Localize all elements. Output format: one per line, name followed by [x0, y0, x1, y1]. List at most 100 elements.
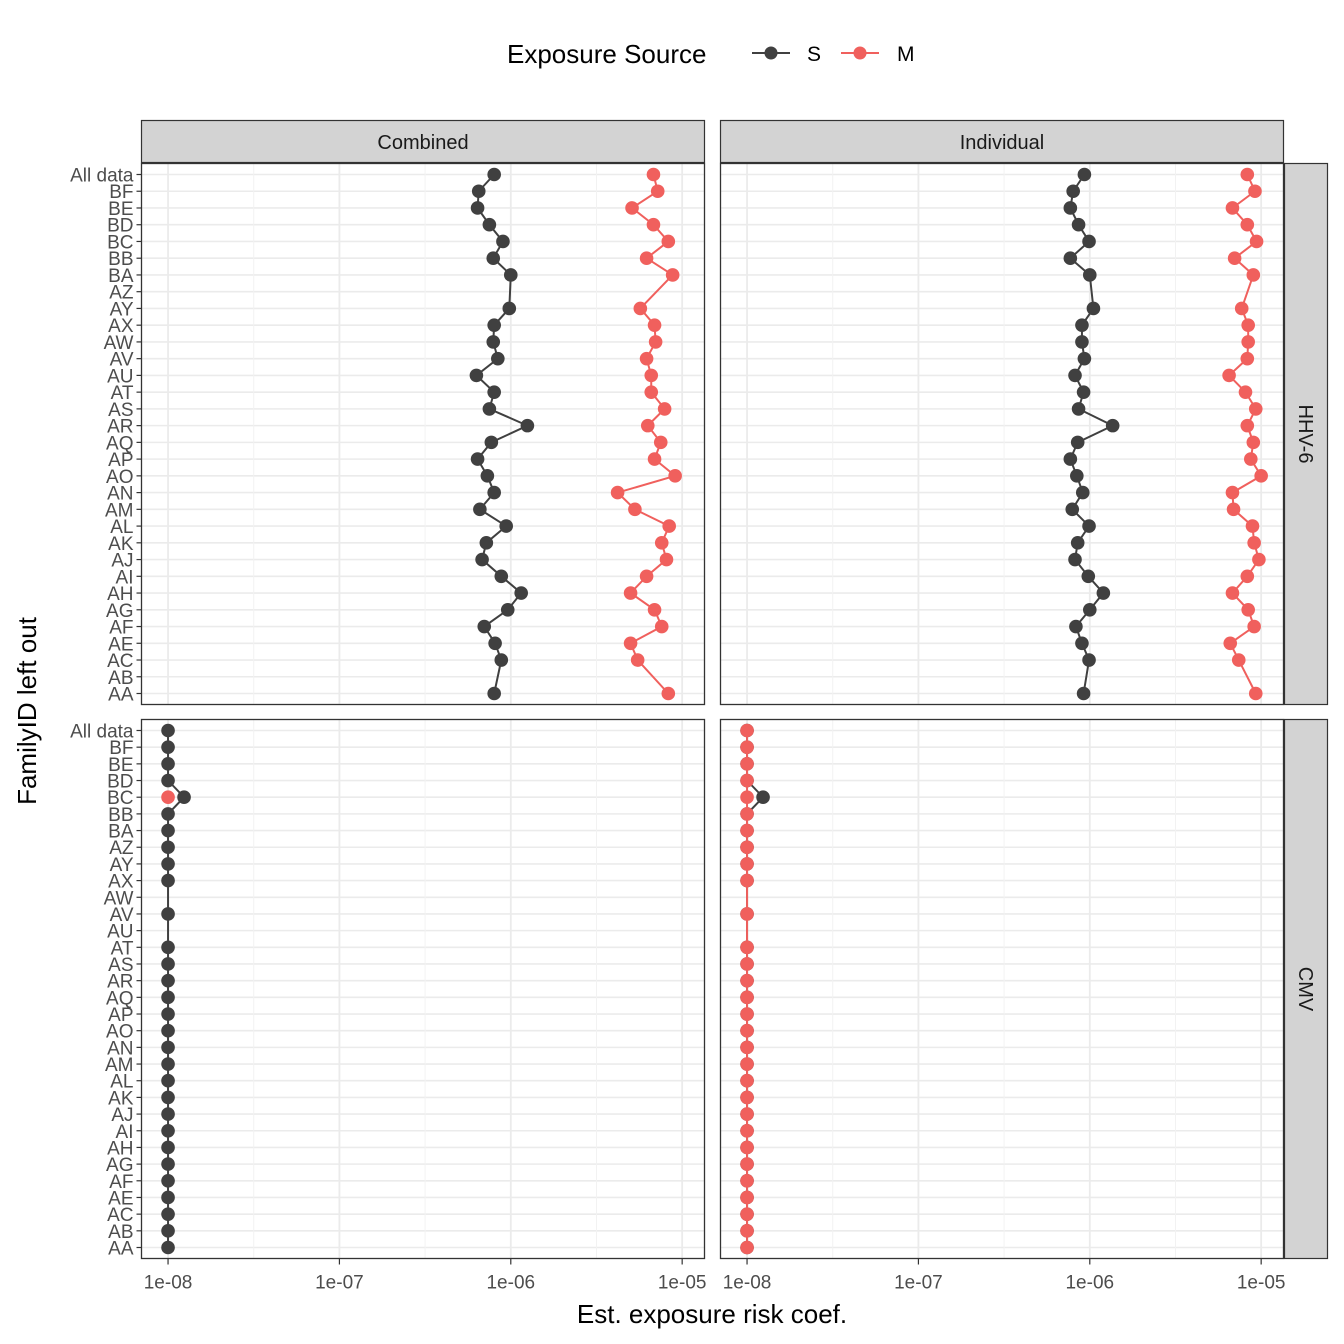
data-point-m	[161, 790, 175, 805]
series-s	[469, 167, 535, 701]
panel-border	[719, 162, 1285, 706]
data-point-m	[1238, 385, 1253, 399]
data-point-s	[1082, 653, 1096, 667]
data-point-m	[740, 957, 754, 971]
series-m	[161, 790, 175, 805]
data-point-s	[1075, 318, 1089, 332]
data-point-s	[487, 318, 501, 332]
data-point-s	[499, 519, 513, 533]
data-point-s	[503, 268, 518, 282]
x-tick-label: 1e-05	[658, 1273, 707, 1294]
data-point-m	[659, 552, 674, 567]
data-point-s	[469, 368, 484, 383]
strip-label-combined: Combined	[377, 132, 468, 154]
data-point-s	[477, 619, 492, 634]
data-point-s	[480, 469, 495, 483]
data-point-m	[647, 318, 662, 332]
data-point-s	[161, 1140, 175, 1155]
data-point-s	[496, 234, 510, 249]
data-point-s	[161, 1107, 175, 1121]
x-tick-label: 1e-05	[1237, 1273, 1286, 1294]
y-tick-label: BB	[108, 805, 133, 826]
strip-label-individual: Individual	[960, 132, 1045, 154]
y-tick-label: BB	[108, 249, 133, 270]
data-point-m	[740, 973, 754, 988]
data-point-s	[1077, 351, 1092, 366]
data-point-s	[161, 1040, 175, 1055]
data-point-m	[1246, 435, 1261, 450]
y-tick-label: AG	[106, 601, 133, 622]
strip-label-hhv6: HHV-6	[1294, 405, 1316, 464]
data-point-s	[487, 167, 501, 182]
y-tick-label: AQ	[106, 433, 133, 454]
data-point-s	[161, 723, 175, 738]
data-point-s	[482, 402, 497, 416]
data-point-s	[161, 1057, 175, 1071]
data-point-m	[1247, 536, 1261, 550]
data-point-m	[639, 351, 654, 366]
legend-title: Exposure Source	[507, 39, 706, 69]
y-tick-label: AR	[107, 972, 133, 993]
data-point-m	[1248, 184, 1262, 199]
y-tick-label: AO	[106, 1022, 133, 1043]
x-tick-label: 1e-07	[894, 1273, 943, 1294]
y-tick-label: AK	[108, 534, 134, 555]
y-tick-label: AY	[110, 299, 134, 320]
data-point-s	[484, 435, 499, 450]
data-point-m	[1241, 318, 1255, 332]
y-tick-label: BF	[109, 182, 133, 203]
data-point-s	[470, 201, 485, 215]
data-point-m	[1223, 636, 1238, 651]
y-tick-label: AV	[110, 905, 134, 926]
data-point-s	[1063, 251, 1078, 266]
y-tick-label: AY	[110, 855, 134, 876]
data-point-s	[1068, 368, 1082, 383]
y-tick-label: BD	[107, 772, 133, 793]
data-point-m	[640, 418, 655, 433]
data-point-m	[1252, 552, 1266, 567]
y-tick-label: AJ	[111, 551, 133, 572]
data-point-m	[1225, 586, 1240, 600]
x-tick-label: 1e-06	[486, 1273, 535, 1294]
data-point-m	[657, 402, 672, 416]
data-point-m	[1234, 301, 1249, 316]
data-point-m	[1222, 368, 1236, 383]
y-tick-label: AN	[107, 1038, 133, 1059]
data-point-s	[470, 452, 485, 466]
strip-column-individual: Individual	[719, 119, 1285, 164]
y-tick-label: AC	[107, 1205, 133, 1226]
y-tick-label: AS	[108, 400, 133, 421]
data-point-s	[161, 740, 175, 754]
data-point-s	[502, 301, 517, 316]
panel-cmv-combined: All dataBFBEBDBCBBBAAZAYAXAWAVAUATASARAQ…	[70, 718, 707, 1294]
y-tick-label: All data	[70, 722, 134, 743]
y-axis-title: FamilyID left out	[12, 616, 42, 805]
y-tick-label: BD	[107, 216, 133, 237]
data-point-s	[487, 485, 501, 500]
y-tick-label: AN	[107, 484, 133, 505]
panel-border	[719, 718, 1285, 1260]
data-point-m	[661, 686, 676, 701]
strip-label-cmv: CMV	[1294, 967, 1316, 1012]
data-point-s	[161, 873, 175, 888]
x-tick-label: 1e-08	[144, 1273, 193, 1294]
data-point-m	[740, 1240, 754, 1255]
y-tick-label: AC	[107, 651, 133, 672]
y-tick-label: AT	[111, 938, 134, 959]
strip-column-combined: Combined	[140, 119, 706, 164]
data-point-m	[648, 335, 663, 349]
y-tick-label: AB	[108, 1222, 133, 1243]
data-point-s	[482, 217, 497, 232]
data-point-m	[1231, 653, 1246, 667]
y-tick-label: AV	[110, 350, 134, 371]
data-point-m	[740, 807, 754, 821]
y-tick-label: AA	[108, 685, 134, 706]
data-point-m	[740, 857, 754, 871]
data-point-m	[1240, 217, 1255, 232]
data-point-m	[665, 268, 680, 282]
data-point-s	[161, 1090, 175, 1105]
data-point-m	[1246, 268, 1261, 282]
data-point-m	[661, 234, 676, 249]
data-point-m	[740, 757, 754, 771]
data-point-s	[486, 251, 501, 266]
